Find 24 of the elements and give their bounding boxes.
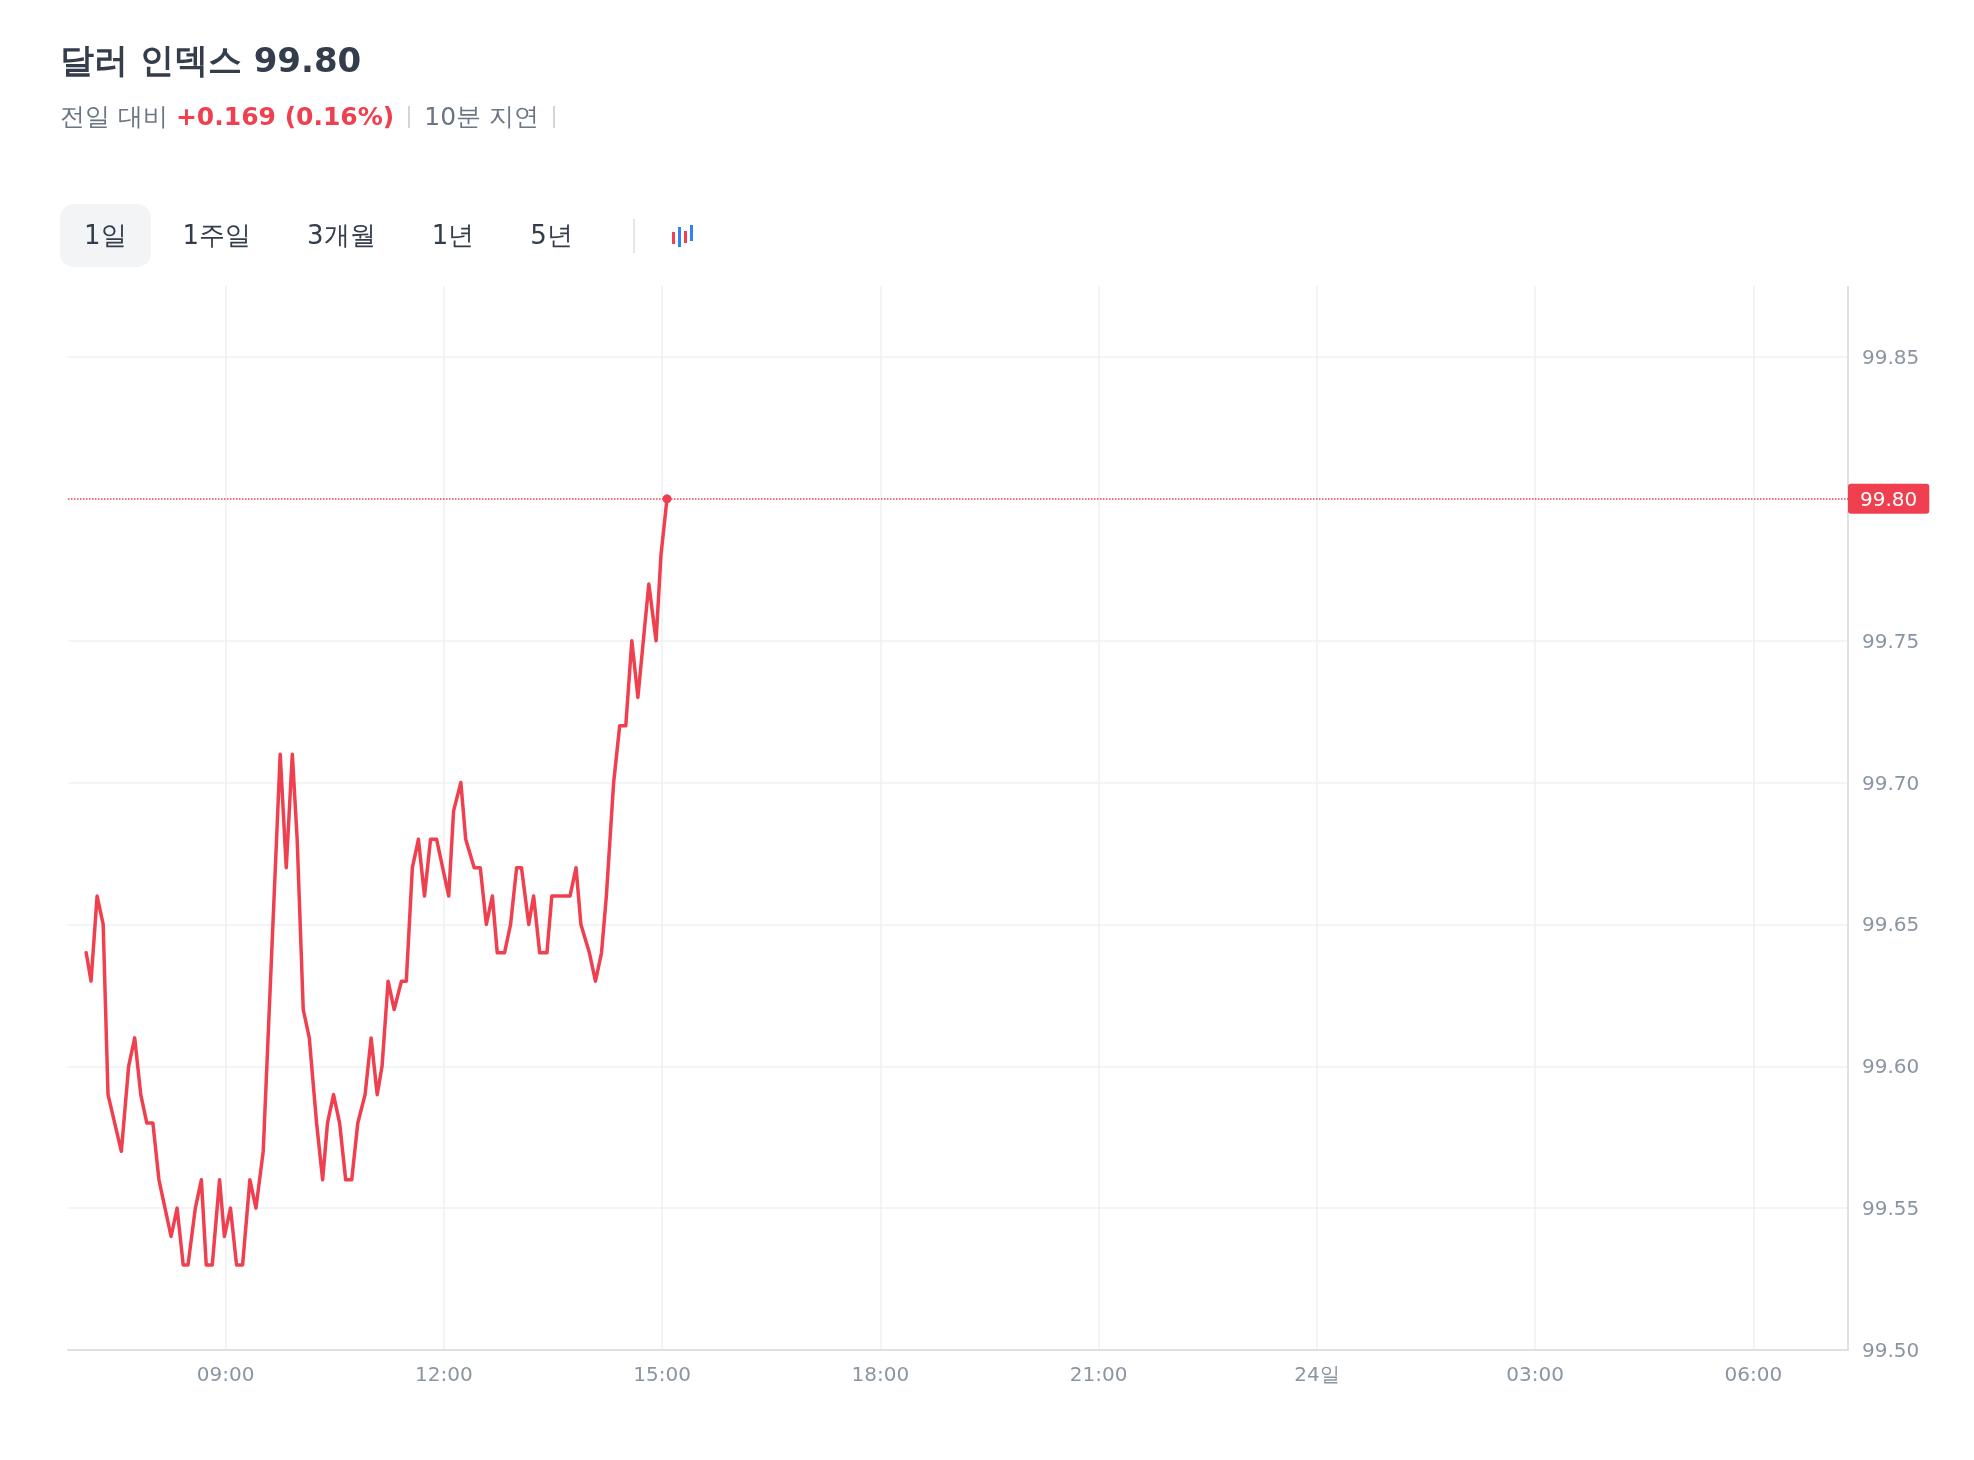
y-tick-label: 99.55 — [1862, 1196, 1920, 1221]
x-tick-label: 24일 — [1294, 1362, 1340, 1386]
text: 3개월 — [306, 219, 377, 252]
y-tick-label: 99.85 — [1862, 344, 1920, 369]
x-tick-label: 03:00 — [1506, 1362, 1564, 1386]
y-tick-label: 99.60 — [1862, 1054, 1920, 1079]
y-tick-label: 99.70 — [1862, 770, 1920, 795]
y-tick-label: 99.50 — [1862, 1338, 1920, 1362]
x-tick-label: 18:00 — [851, 1362, 910, 1386]
y-tick-label: 99.65 — [1862, 912, 1920, 937]
x-tick-label: 06:00 — [1724, 1362, 1783, 1386]
text: 10분 지연 — [424, 101, 540, 133]
chart-title: 달러 인덱스 99.80 — [60, 39, 362, 82]
ref-line-label: 99.80 — [1860, 486, 1918, 511]
text: 5년 — [529, 219, 574, 252]
text: 1주일 — [181, 219, 253, 252]
x-tick-label: 09:00 — [196, 1362, 255, 1386]
chart-subtitle: 전일 대비 +0.169 (0.16%) — [60, 102, 395, 131]
x-tick-label: 15:00 — [633, 1362, 691, 1386]
text: 1일 — [60, 204, 151, 267]
x-tick-label: 21:00 — [1069, 1362, 1128, 1386]
y-tick-label: 99.75 — [1862, 628, 1920, 653]
x-tick-label: 12:00 — [415, 1362, 473, 1386]
text: 1년 — [430, 219, 476, 252]
